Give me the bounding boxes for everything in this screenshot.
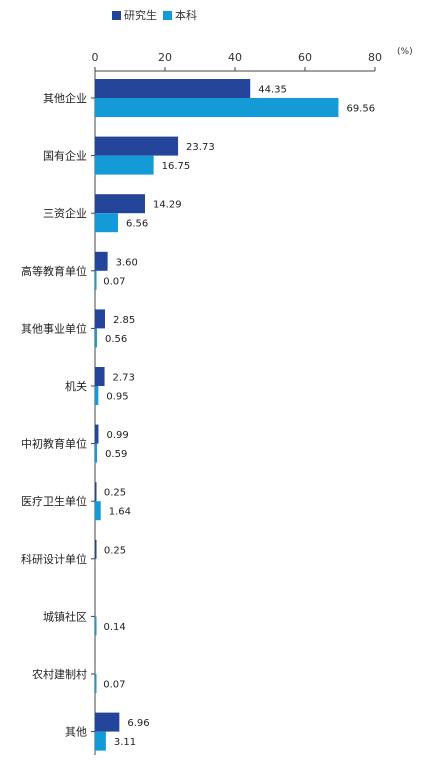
bar-undergraduate — [95, 501, 101, 521]
data-label-undergraduate: 0.95 — [106, 392, 128, 403]
bar-undergraduate — [95, 155, 154, 175]
x-tick-label: 20 — [158, 51, 172, 64]
bar-undergraduate — [95, 674, 97, 693]
data-label-undergraduate: 0.14 — [103, 622, 125, 633]
category-label: 高等教育单位 — [21, 264, 87, 278]
category-label: 中初教育单位 — [21, 437, 87, 451]
category-label: 机关 — [65, 379, 87, 393]
category-label: 国有企业 — [43, 149, 87, 163]
legend-swatch-graduate — [112, 10, 121, 20]
data-label-graduate: 44.35 — [258, 85, 287, 96]
bar-undergraduate — [95, 270, 97, 290]
data-label-undergraduate: 0.07 — [103, 276, 125, 287]
bar-undergraduate — [95, 731, 106, 751]
bar-graduate — [95, 251, 108, 271]
data-label-graduate: 2.73 — [113, 373, 135, 384]
bar-graduate — [95, 309, 105, 329]
data-label-undergraduate: 69.56 — [346, 104, 375, 115]
bar-undergraduate — [95, 443, 98, 463]
x-tick-label: 0 — [92, 51, 99, 64]
data-label-undergraduate: 6.56 — [126, 219, 148, 230]
category-label: 其他企业 — [43, 91, 87, 105]
legend-label-graduate: 研究生 — [124, 9, 157, 22]
x-tick-label: 40 — [228, 51, 242, 64]
data-label-graduate: 23.73 — [186, 142, 215, 153]
data-label-graduate: 6.96 — [127, 718, 149, 729]
data-label-graduate: 0.25 — [104, 488, 126, 499]
x-tick-label: 60 — [298, 51, 312, 64]
data-label-undergraduate: 0.56 — [105, 334, 127, 345]
data-label-undergraduate: 0.59 — [105, 449, 127, 460]
data-label-graduate: 3.60 — [116, 257, 138, 268]
legend-swatch-undergraduate — [163, 10, 172, 20]
legend-item-graduate: 研究生 — [112, 7, 157, 23]
bar-graduate — [95, 712, 120, 732]
bar-undergraduate — [95, 386, 99, 405]
bar-undergraduate — [95, 328, 97, 348]
category-label: 农村建制村 — [32, 667, 87, 681]
data-label-undergraduate: 1.64 — [109, 507, 131, 518]
data-label-undergraduate: 3.11 — [114, 737, 136, 748]
data-label-graduate: 2.85 — [113, 315, 135, 326]
bar-undergraduate — [95, 213, 118, 233]
data-label-undergraduate: 0.07 — [103, 680, 125, 691]
bar-graduate — [95, 482, 97, 502]
bar-graduate — [95, 136, 179, 156]
category-label: 其他事业单位 — [21, 321, 87, 335]
bar-undergraduate — [95, 98, 339, 117]
category-label: 医疗卫生单位 — [21, 494, 87, 508]
unit-label: (%) — [397, 47, 413, 57]
bar-graduate — [95, 424, 99, 444]
bar-graduate — [95, 79, 251, 98]
data-label-graduate: 14.29 — [153, 200, 182, 211]
category-label: 其他 — [65, 726, 87, 739]
bar-graduate — [95, 367, 105, 386]
bar-graduate — [95, 539, 97, 559]
legend-label-undergraduate: 本科 — [175, 9, 197, 22]
data-label-undergraduate: 16.75 — [162, 161, 191, 172]
legend: 研究生 本科 — [112, 7, 203, 23]
bar-undergraduate — [95, 616, 97, 636]
category-label: 三资企业 — [43, 206, 87, 220]
category-label: 科研设计单位 — [21, 552, 87, 566]
data-label-graduate: 0.99 — [106, 430, 128, 441]
bar-graduate — [95, 194, 146, 214]
category-label: 城镇社区 — [43, 609, 87, 623]
legend-item-undergraduate: 本科 — [163, 7, 197, 23]
x-tick-label: 80 — [368, 51, 382, 64]
data-label-graduate: 0.25 — [104, 545, 126, 556]
